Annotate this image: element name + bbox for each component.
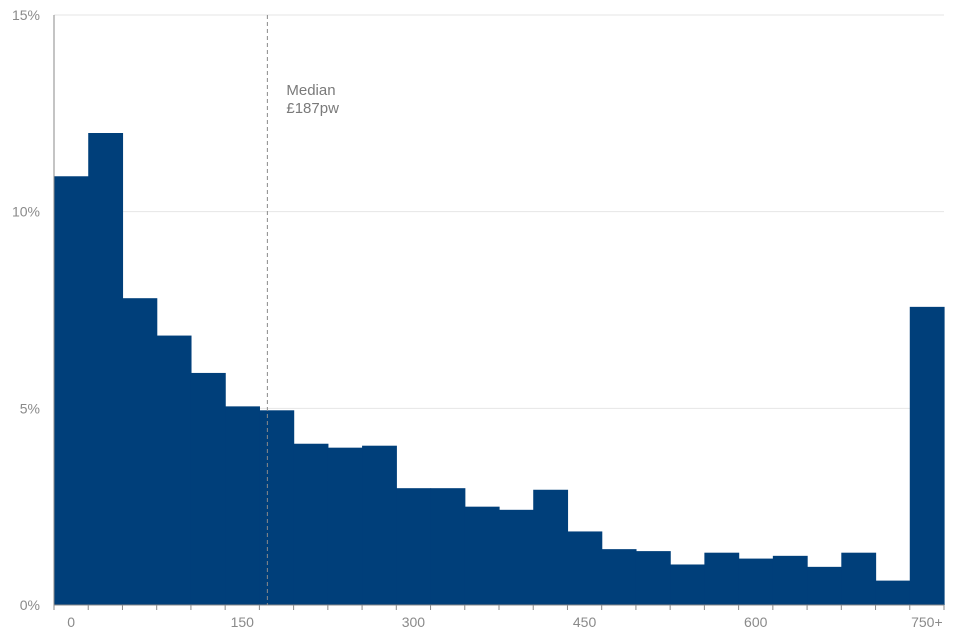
histogram-bar	[635, 551, 671, 605]
median-marker: Median £187pw	[266, 15, 339, 605]
histogram-bars	[54, 133, 945, 605]
histogram-bar	[738, 558, 774, 605]
histogram-bar	[464, 506, 500, 605]
histogram-bar	[88, 133, 124, 605]
x-tick-label: 300	[402, 614, 426, 630]
x-tick-label: 450	[573, 614, 597, 630]
histogram-bar	[259, 410, 295, 605]
histogram-bar	[327, 447, 363, 605]
histogram-bar	[670, 564, 705, 605]
histogram-bar	[772, 555, 808, 605]
histogram-bar	[499, 509, 534, 605]
y-tick-label: 15%	[12, 7, 40, 23]
median-value-label: £187pw	[286, 100, 339, 117]
x-tick-label: 600	[744, 614, 768, 630]
histogram-bar	[156, 335, 192, 605]
histogram-bar	[362, 445, 397, 605]
histogram-bar	[567, 531, 603, 605]
histogram-bar	[225, 406, 260, 605]
histogram-bar	[807, 566, 842, 605]
x-tick-label: 150	[231, 614, 255, 630]
histogram-bar	[704, 552, 740, 605]
median-label: Median	[286, 82, 335, 99]
y-tick-label: 0%	[20, 597, 40, 613]
y-tick-label: 5%	[20, 400, 40, 416]
x-tick-label: 750+	[911, 614, 943, 630]
x-tick-label: 0	[67, 614, 75, 630]
histogram-bar	[533, 489, 569, 605]
histogram-bar	[430, 488, 466, 605]
axes: 0 150 300 450 600 750+	[53, 15, 945, 630]
histogram-bar	[601, 549, 637, 605]
histogram-bar	[54, 176, 89, 605]
histogram-bar	[122, 298, 158, 605]
histogram-bar	[841, 552, 877, 605]
histogram-bar	[190, 372, 226, 605]
histogram-bar	[396, 488, 432, 605]
y-tick-label: 10%	[12, 204, 40, 220]
histogram-bar	[875, 580, 911, 605]
histogram-bar	[293, 443, 329, 605]
histogram-bar	[909, 306, 945, 605]
